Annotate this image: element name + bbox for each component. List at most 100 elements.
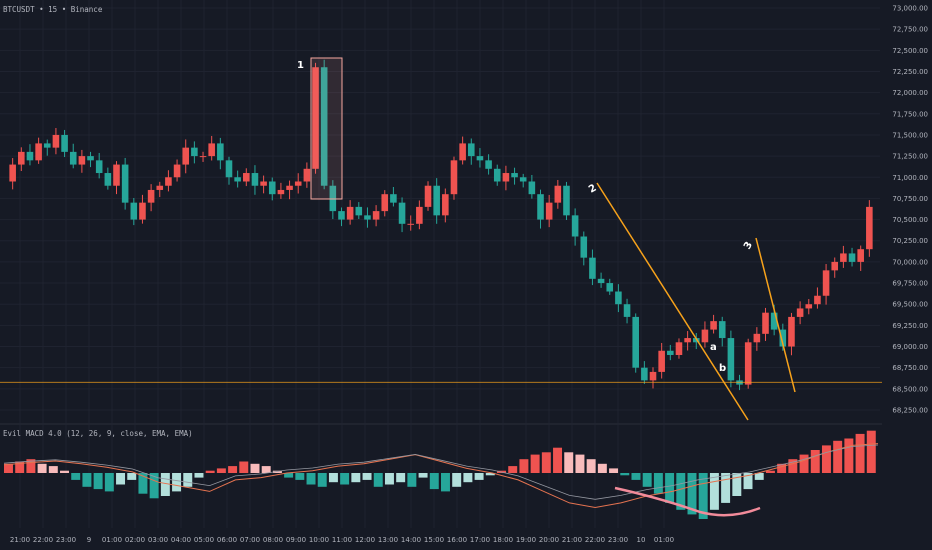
candle-body [182,147,190,165]
candle-body [814,295,821,305]
candle-body [866,206,873,250]
candle-body [537,194,544,220]
time-tick-label: 20:00 [539,536,559,544]
trend-line-3 [755,237,796,393]
candle-body [294,181,302,186]
candle-body [615,291,622,305]
candle-body [762,312,769,334]
candle-body [788,316,795,347]
candle-body [476,156,484,161]
macd-histogram-bar [631,473,641,480]
price-tick-label: 68,500.00 [892,385,928,393]
macd-histogram-bar [228,466,238,473]
macd-histogram-bar [665,473,675,503]
macd-histogram-bar [810,450,820,473]
time-tick-label: 9 [87,536,91,544]
macd-histogram-bar [127,473,137,480]
macd-histogram-bar [855,433,865,473]
candle-body [684,338,691,343]
candle-body [26,151,34,161]
macd-histogram-bar [261,466,271,473]
time-tick-label: 23:00 [56,536,76,544]
price-tick-label: 72,750.00 [892,26,928,34]
macd-histogram-bar [530,454,540,473]
price-tick-label: 72,500.00 [892,47,928,55]
macd-histogram-bar [351,473,361,483]
candle-body [753,333,761,343]
macd-histogram-bar [519,459,529,473]
annotation-label-1: 1 [297,60,304,71]
time-tick-label: 03:00 [148,536,168,544]
candle-body [329,185,337,212]
macd-histogram-bar [698,473,708,519]
price-tick-label: 71,250.00 [892,153,928,161]
time-tick-label: 10 [637,536,646,544]
macd-histogram-bar [553,447,563,473]
annotation-label-a: a [710,342,717,353]
candle-body [485,160,492,169]
price-axis: 73,000.00 72,750.00 72,500.00 72,250.00 72,0… [882,0,932,528]
chart-title: BTCUSDT • 15 • Binance [3,5,103,14]
candle-body [528,181,536,195]
time-tick-label: 16:00 [447,536,467,544]
time-tick-label: 15:00 [424,536,444,544]
candle-body [87,156,94,161]
macd-histogram-bar [743,473,753,490]
macd-histogram-bar [709,473,719,510]
macd-histogram-bar [48,466,58,473]
candle-body [286,185,293,190]
time-tick-label: 11:00 [332,536,352,544]
candle-body [191,147,198,157]
price-tick-label: 70,000.00 [892,258,928,266]
candle-body [831,261,839,271]
time-tick-label: 19:00 [516,536,536,544]
macd-histogram-bar [71,473,81,480]
macd-histogram-bar [183,473,193,487]
macd-histogram-bar [82,473,92,487]
price-tick-label: 70,750.00 [892,195,928,203]
candle-body [372,211,380,220]
macd-histogram-bar [799,454,809,473]
macd-histogram-bar [239,461,249,473]
candle-body [338,211,345,220]
candle-body [208,143,215,157]
macd-histogram-bar [586,459,596,473]
price-tick-label: 70,250.00 [892,237,928,245]
macd-histogram-bar [452,473,462,487]
annotation-label-2: 2 [587,183,599,196]
time-axis: 21:00 22:00 23:00 9 01:00 02:00 03:00 04:00 05:0… [10,536,674,544]
macd-histogram-bar [765,470,775,473]
price-tick-label: 71,000.00 [892,174,928,182]
candle-body [346,206,354,220]
macd-histogram-bar [26,459,36,473]
candle-body [840,253,847,262]
price-tick-label: 70,500.00 [892,216,928,224]
candle-body [779,329,787,347]
macd-histogram-bar [732,473,742,496]
candle-body [52,134,60,148]
candle-body [234,177,241,182]
price-tick-label: 69,500.00 [892,301,928,309]
candle-body [173,164,181,178]
time-tick-label: 18:00 [493,536,513,544]
candle-body [597,278,605,284]
macd-histogram-bar [620,473,630,476]
macd-histogram-bar [564,452,574,473]
price-tick-label: 72,250.00 [892,68,928,76]
candle-body [667,350,674,355]
price-tick-label: 72,000.00 [892,89,928,97]
candle-body [130,202,138,220]
time-tick-label: 21:00 [562,536,582,544]
time-tick-label: 01:00 [102,536,122,544]
time-tick-label: 13:00 [378,536,398,544]
price-tick-label: 68,750.00 [892,364,928,372]
macd-histogram-bar [721,473,731,503]
candle-body [199,156,207,158]
macd-histogram-bar [844,438,854,473]
candle-body [61,134,68,152]
macd-histogram-bar [116,473,126,485]
macd-histogram-bar [396,473,406,483]
macd-histogram-bar [328,473,338,483]
